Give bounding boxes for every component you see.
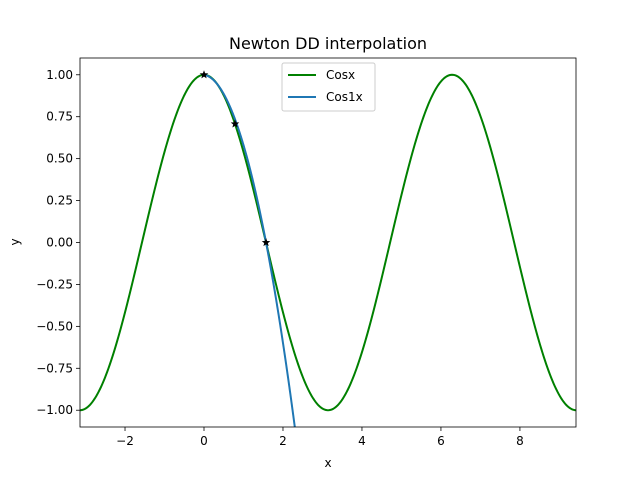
legend-label-cos1x: Cos1x	[326, 90, 363, 104]
y-tick-label: 0.25	[46, 194, 73, 208]
data-point-marker	[261, 238, 271, 247]
y-tick-label: −1.00	[36, 403, 73, 417]
data-point-marker	[199, 70, 209, 79]
x-tick-label: 8	[516, 434, 524, 448]
x-tick-label: 4	[358, 434, 366, 448]
x-tick-label: 0	[200, 434, 208, 448]
y-tick-label: −0.50	[36, 319, 73, 333]
series-layer	[80, 73, 576, 427]
y-tick-label: 0.75	[46, 110, 73, 124]
x-tick-label: 6	[437, 434, 445, 448]
y-axis: −1.00 −0.75 −0.50 −0.25 0.00 0.25 0.50 0.75 1.00	[36, 68, 80, 417]
y-tick-label: 0.00	[46, 236, 73, 250]
x-axis: −2 0 2 4 6 8	[116, 427, 524, 448]
data-point-marker	[230, 119, 240, 128]
x-tick-label: −2	[116, 434, 134, 448]
x-tick-label: 2	[279, 434, 287, 448]
x-axis-label: x	[324, 456, 331, 470]
series-line-cos1x	[203, 73, 296, 427]
y-tick-label: −0.75	[36, 361, 73, 375]
y-tick-label: −0.25	[36, 277, 73, 291]
points-layer	[199, 70, 271, 247]
y-tick-label: 1.00	[46, 68, 73, 82]
legend-label-cosx: Cosx	[326, 68, 355, 82]
chart-title: Newton DD interpolation	[229, 34, 427, 53]
series-line-cosx	[80, 73, 576, 412]
plot-frame	[79, 57, 577, 428]
y-axis-label: y	[8, 238, 22, 245]
legend: Cosx Cos1x	[281, 62, 376, 112]
y-tick-label: 0.50	[46, 152, 73, 166]
